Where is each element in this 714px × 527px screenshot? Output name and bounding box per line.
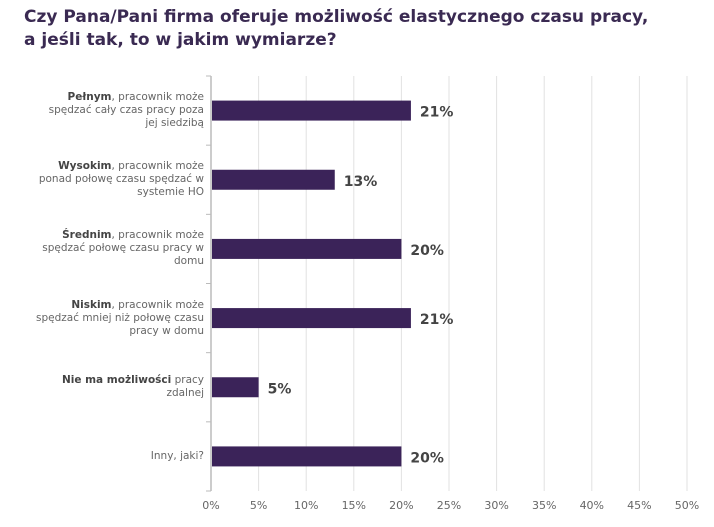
category-label-bold: Pełnym: [67, 91, 112, 104]
chart-title: Czy Pana/Pani firma oferuje możliwość el…: [24, 6, 648, 52]
category-label: Pełnym, pracownik może spędzać cały czas…: [34, 91, 204, 130]
x-tick-label: 40%: [580, 499, 604, 512]
x-tick-label: 35%: [532, 499, 556, 512]
category-label-text: , pracownik może spędzać połowę czasu pr…: [42, 229, 204, 268]
data-label: 20%: [410, 450, 444, 466]
x-tick-label: 5%: [250, 499, 267, 512]
category-label: Inny, jaki?: [34, 450, 204, 463]
bar: [212, 169, 335, 190]
x-tick-label: 25%: [437, 499, 461, 512]
x-tick-label: 30%: [484, 499, 508, 512]
category-label-text: Inny, jaki?: [150, 449, 204, 462]
chart-title-line-2: a jeśli tak, to w jakim wymiarze?: [24, 30, 337, 50]
x-tick-label: 50%: [675, 499, 699, 512]
category-label: Niskim, pracownik może spędzać mniej niż…: [34, 299, 204, 338]
category-label: Średnim, pracownik może spędzać połowę c…: [34, 229, 204, 268]
data-label: 21%: [420, 312, 454, 328]
data-label: 20%: [410, 243, 444, 259]
category-label: Wysokim, pracownik może ponad połowę cza…: [34, 160, 204, 199]
chart-title-line-1: Czy Pana/Pani firma oferuje możliwość el…: [24, 7, 649, 27]
x-tick-label: 20%: [389, 499, 413, 512]
bar: [212, 446, 402, 467]
category-label-text: pracy zdalnej: [166, 374, 204, 400]
category-label-bold: Nie ma możliwości: [61, 374, 172, 387]
x-tick-label: 45%: [627, 499, 651, 512]
category-label-text: , pracownik może ponad połowę czasu spęd…: [38, 160, 204, 199]
data-label: 5%: [268, 381, 292, 397]
category-label-bold: Niskim: [71, 298, 112, 311]
category-label-text: , pracownik może spędzać cały czas pracy…: [48, 91, 204, 130]
x-tick-label: 15%: [342, 499, 366, 512]
bar: [212, 377, 259, 398]
x-tick-label: 0%: [202, 499, 219, 512]
category-label-bold: Średnim: [62, 229, 112, 242]
bar: [212, 100, 411, 121]
x-tick-label: 10%: [294, 499, 318, 512]
category-label-text: , pracownik może spędzać mniej niż połow…: [36, 298, 204, 337]
bar: [212, 238, 402, 259]
bar: [212, 308, 411, 329]
category-label: Nie ma możliwości pracy zdalnej: [34, 374, 204, 400]
data-label: 21%: [420, 105, 454, 121]
data-label: 13%: [344, 174, 378, 190]
category-label-bold: Wysokim: [58, 160, 112, 173]
